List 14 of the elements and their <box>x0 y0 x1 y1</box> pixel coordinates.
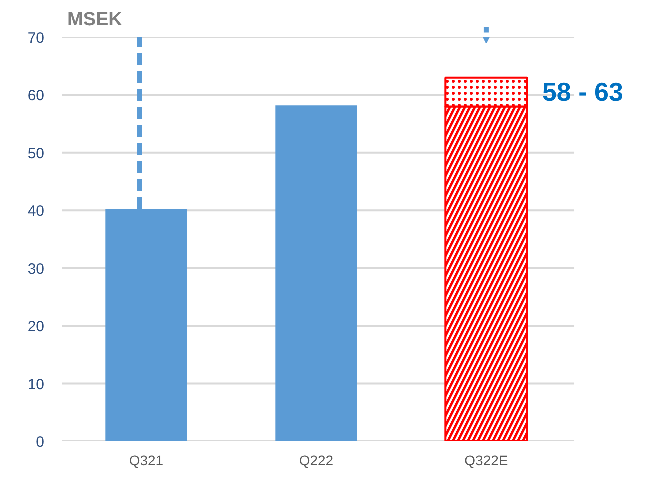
y-tick-label: 40 <box>28 203 45 220</box>
annotation: 58 - 63 <box>542 76 624 107</box>
y-tick-label: 70 <box>28 30 45 47</box>
y-tick-label: 30 <box>28 260 45 278</box>
y-tick-label: 0 <box>36 434 44 451</box>
y-tick-label: 50 <box>28 145 45 162</box>
y-tick-label: 60 <box>28 88 45 105</box>
x-tick-label: Q222 <box>299 452 334 468</box>
y-tick-label: 20 <box>28 318 45 336</box>
x-tick-label: Q322E <box>464 452 508 468</box>
x-tick-label: Q321 <box>129 452 164 468</box>
y-axis-title: MSEK <box>68 10 123 30</box>
bar <box>276 106 358 442</box>
y-tick-label: 10 <box>28 376 45 394</box>
